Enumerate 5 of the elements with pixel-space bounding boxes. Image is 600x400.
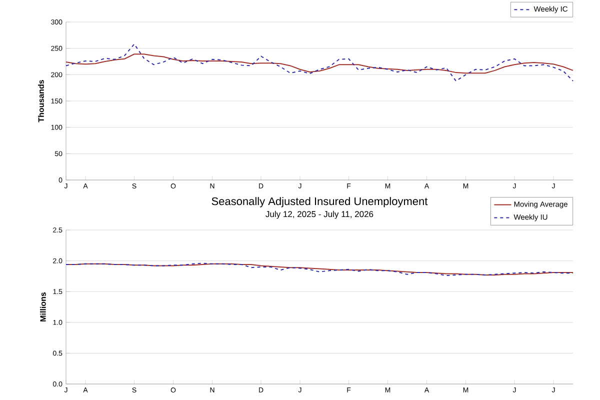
chart-title: Seasonally Adjusted Insured Unemployment [212, 197, 428, 208]
chart-subtitle: July 12, 2025 - July 11, 2026 [266, 210, 374, 219]
y-axis-title: Millions [40, 292, 46, 322]
line-series [66, 44, 574, 82]
y-axis-title: Thousands [38, 80, 44, 122]
